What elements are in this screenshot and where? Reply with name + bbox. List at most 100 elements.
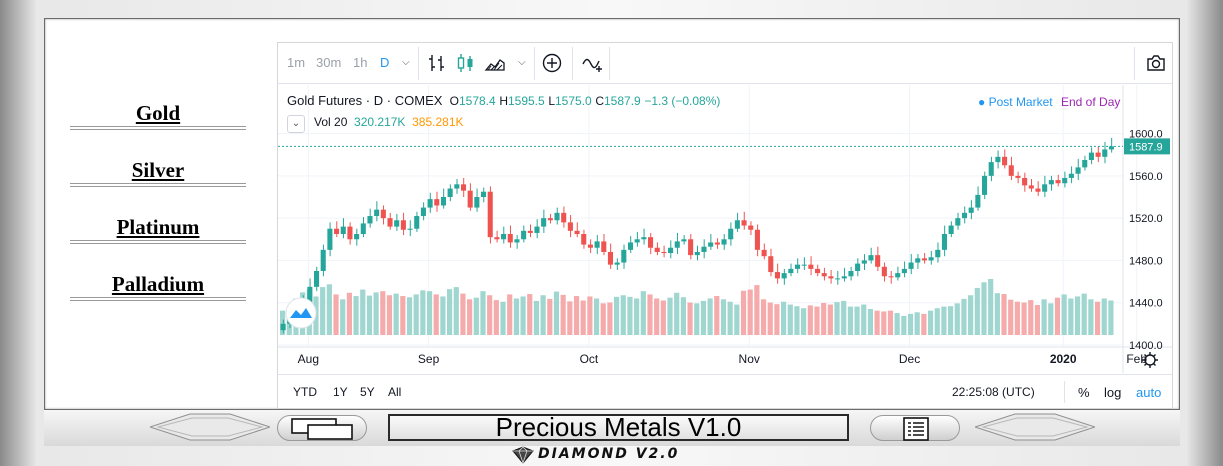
left-diamond-ornament	[150, 413, 270, 441]
volume-bar	[520, 296, 526, 335]
volume-bar	[941, 306, 947, 335]
legend-close-label: C	[595, 94, 604, 108]
volume-bar	[573, 296, 580, 335]
candle-body	[501, 234, 507, 240]
menu-item-palladium[interactable]: Palladium	[70, 272, 246, 297]
interval-dropdown-icon[interactable]: ⌵	[402, 57, 410, 68]
windows-icon	[291, 418, 353, 440]
candle-body	[347, 226, 353, 240]
volume-bar	[1068, 298, 1074, 335]
candle-body	[601, 241, 607, 252]
volume-bar	[426, 291, 433, 335]
candle-body	[280, 323, 286, 331]
volume-bar	[487, 295, 493, 335]
candle-body	[427, 199, 433, 208]
compare-symbol-icon[interactable]	[581, 52, 603, 74]
volume-bar	[1101, 298, 1107, 335]
time-tick-label: Dec	[899, 352, 920, 366]
candle-body	[360, 223, 366, 234]
area-style-icon[interactable]	[484, 52, 506, 74]
candle-body	[921, 258, 927, 261]
candle-body	[1102, 149, 1108, 157]
volume-bar	[380, 291, 386, 335]
candle-body	[607, 251, 613, 265]
volume-bar	[607, 302, 613, 335]
legend-close-value: 1587.9	[604, 94, 641, 108]
candle-body	[815, 268, 821, 274]
range-all-button[interactable]: All	[388, 385, 402, 399]
interval-1m-button[interactable]: 1m	[287, 55, 306, 70]
candle-body	[621, 249, 627, 263]
post-market-text: Post Market	[988, 95, 1053, 109]
add-indicator-icon[interactable]	[541, 52, 563, 74]
interval-d-button[interactable]: D	[380, 55, 390, 70]
candle-body	[861, 260, 867, 264]
chart-legend: Gold Futures · D · COMEX O1578.4 H1595.5…	[287, 93, 720, 108]
interval-1h-button[interactable]: 1h	[353, 55, 368, 70]
candle-body	[314, 271, 320, 287]
legend-exchange: COMEX	[394, 93, 443, 108]
document-button[interactable]	[870, 415, 960, 441]
camera-icon[interactable]	[1145, 52, 1167, 74]
end-of-day-label: End of Day	[1061, 95, 1121, 109]
volume-legend: Vol 20 320.217K 385.281K	[314, 115, 464, 129]
volume-bar	[393, 293, 399, 335]
menu-item-label: Platinum	[116, 215, 200, 239]
toolbar-divider	[609, 47, 610, 80]
brand-label: DIAMOND V2.0	[538, 446, 680, 462]
candle-body	[521, 230, 527, 240]
price-tick-label: 1480.0	[1129, 255, 1163, 267]
menu-divider	[70, 297, 246, 301]
candle-body	[1055, 180, 1061, 184]
menu-item-platinum[interactable]: Platinum	[70, 215, 246, 240]
percent-scale-button[interactable]: %	[1078, 385, 1090, 400]
candles-style-icon[interactable]	[454, 52, 476, 74]
interval-30m-button[interactable]: 30m	[316, 55, 342, 70]
candle-body	[714, 242, 720, 245]
candle-body	[982, 175, 988, 195]
candle-body	[554, 212, 560, 221]
volume-bar	[827, 304, 833, 335]
candle-body	[848, 271, 854, 277]
candle-body	[354, 234, 360, 240]
bars-style-icon[interactable]	[426, 52, 448, 74]
volume-bar	[1048, 303, 1054, 335]
window-toggle-button[interactable]	[277, 415, 367, 441]
range-5y-button[interactable]: 5Y	[360, 385, 375, 399]
chart-toolbar: 1m 30m 1h D ⌵ ⌵	[278, 43, 1172, 84]
volume-bar	[841, 300, 847, 335]
legend-collapse-toggle[interactable]: ⌄	[287, 115, 305, 133]
candle-body	[948, 225, 954, 234]
style-dropdown-icon[interactable]: ⌵	[518, 57, 526, 68]
candle-body	[774, 272, 780, 279]
volume-bar	[480, 291, 486, 335]
candle-body	[915, 258, 921, 263]
candle-body	[534, 226, 540, 233]
candle-body	[935, 249, 941, 258]
utc-clock: 22:25:08 (UTC)	[952, 385, 1035, 399]
volume-bar	[447, 289, 453, 335]
log-scale-button[interactable]: log	[1104, 385, 1122, 400]
time-tick-label: Sep	[418, 352, 440, 366]
range-ytd-button[interactable]: YTD	[293, 385, 317, 399]
menu-item-label: Palladium	[111, 272, 205, 296]
volume-bar	[360, 289, 366, 335]
price-tick-label: 1520.0	[1129, 213, 1163, 225]
volume-bar	[366, 295, 373, 335]
volume-bar	[714, 296, 720, 335]
volume-bar	[881, 311, 887, 335]
volume-bar	[774, 304, 780, 335]
menu-item-silver[interactable]: Silver	[70, 158, 246, 183]
range-1y-button[interactable]: 1Y	[333, 385, 348, 399]
candle-body	[334, 228, 340, 234]
price-chart[interactable]: 1587.91600.01560.01520.01480.01440.01400…	[278, 85, 1172, 373]
price-tick-label: 1400.0	[1129, 340, 1163, 352]
auto-scale-button[interactable]: auto	[1136, 385, 1162, 400]
candle-body	[781, 273, 787, 279]
menu-item-gold[interactable]: Gold	[70, 101, 246, 126]
volume-bar	[353, 296, 359, 335]
candle-body	[374, 209, 380, 217]
volume-bar	[994, 293, 1000, 335]
candle-body	[447, 188, 453, 197]
volume-bar	[593, 298, 600, 335]
